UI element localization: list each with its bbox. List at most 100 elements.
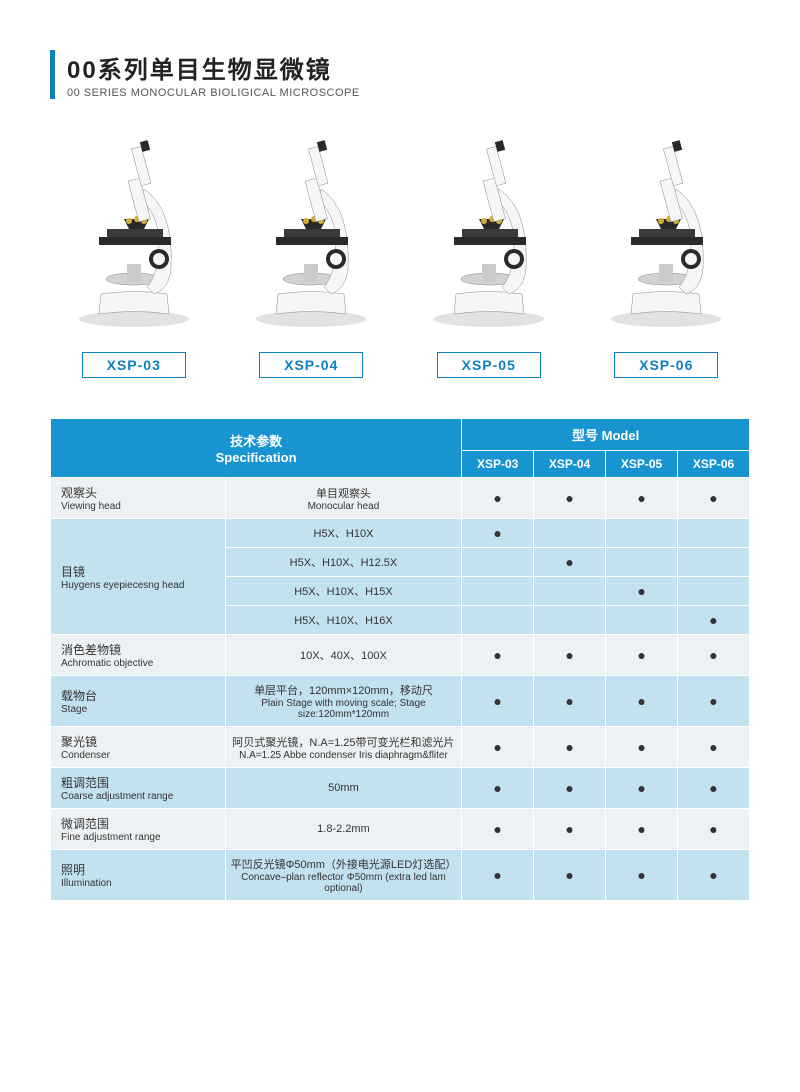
mark-cell: ● [606, 850, 678, 901]
spec-label: 粗调范围Coarse adjustment range [51, 768, 226, 809]
spec-value: 阿贝式聚光镜，N.A=1.25带可变光栏和滤光片N.A=1.25 Abbe co… [225, 727, 461, 768]
spec-value: H5X、H10X、H15X [225, 577, 461, 606]
header-model-en: Model [602, 428, 640, 443]
product-label: XSP-05 [405, 352, 573, 378]
mark-cell: ● [606, 768, 678, 809]
mark-cell: ● [606, 478, 678, 519]
col-model: XSP-06 [678, 451, 750, 478]
mark-cell: ● [678, 635, 750, 676]
spec-label: 消色差物镜Achromatic objective [51, 635, 226, 676]
mark-cell [606, 548, 678, 577]
mark-cell: ● [534, 850, 606, 901]
mark-cell [462, 606, 534, 635]
table-body: 观察头Viewing head单目观察头Monocular head●●●●目镜… [51, 478, 750, 901]
spec-value: H5X、H10X、H12.5X [225, 548, 461, 577]
product-label: XSP-04 [228, 352, 396, 378]
mark-cell: ● [606, 809, 678, 850]
mark-cell: ● [534, 809, 606, 850]
product-label-text: XSP-05 [437, 352, 541, 378]
product-label: XSP-06 [583, 352, 751, 378]
mark-cell: ● [678, 676, 750, 727]
header-spec: 技术参数 Specification [51, 419, 462, 478]
mark-cell: ● [462, 635, 534, 676]
table-row: 聚光镜Condenser阿贝式聚光镜，N.A=1.25带可变光栏和滤光片N.A=… [51, 727, 750, 768]
table-row: 消色差物镜Achromatic objective10X、40X、100X●●●… [51, 635, 750, 676]
mark-cell: ● [678, 727, 750, 768]
header-spec-cn: 技术参数 [230, 434, 282, 449]
table-row: 目镜Huygens eyepiecesng headH5X、H10X● [51, 519, 750, 548]
table-row: 粗调范围Coarse adjustment range50mm●●●● [51, 768, 750, 809]
header-model-cn: 型号 [572, 428, 598, 443]
mark-cell: ● [462, 519, 534, 548]
table-row: 照明Illumination平凹反光镜Φ50mm（外接电光源LED灯选配）Con… [51, 850, 750, 901]
mark-cell: ● [462, 478, 534, 519]
table-row: 观察头Viewing head单目观察头Monocular head●●●● [51, 478, 750, 519]
product-image [405, 129, 573, 334]
product-label-text: XSP-04 [259, 352, 363, 378]
mark-cell: ● [462, 727, 534, 768]
spec-label: 照明Illumination [51, 850, 226, 901]
header-spec-en: Specification [216, 450, 297, 465]
product-images-row [50, 129, 750, 334]
mark-cell: ● [462, 809, 534, 850]
mark-cell: ● [606, 577, 678, 606]
mark-cell [462, 577, 534, 606]
mark-cell [534, 606, 606, 635]
spec-label: 目镜Huygens eyepiecesng head [51, 519, 226, 635]
spec-label: 聚光镜Condenser [51, 727, 226, 768]
mark-cell: ● [534, 768, 606, 809]
mark-cell [606, 606, 678, 635]
table-row: 载物台Stage单层平台，120mm×120mm，移动尺Plain Stage … [51, 676, 750, 727]
mark-cell [606, 519, 678, 548]
product-label-text: XSP-06 [614, 352, 718, 378]
mark-cell [534, 519, 606, 548]
title-en: 00 SERIES MONOCULAR BIOLIGICAL MICROSCOP… [67, 87, 750, 99]
mark-cell: ● [462, 676, 534, 727]
mark-cell [462, 548, 534, 577]
header-model: 型号 Model [462, 419, 750, 451]
mark-cell [678, 577, 750, 606]
mark-cell: ● [678, 478, 750, 519]
spec-value: 单目观察头Monocular head [225, 478, 461, 519]
spec-table: 技术参数 Specification 型号 Model XSP-03 XSP-0… [50, 418, 750, 901]
mark-cell [534, 577, 606, 606]
product-image [583, 129, 751, 334]
mark-cell: ● [534, 548, 606, 577]
title-cn: 00系列单目生物显微镜 [67, 50, 750, 85]
spec-value: 1.8-2.2mm [225, 809, 461, 850]
spec-value: 平凹反光镜Φ50mm（外接电光源LED灯选配）Concave–plan refl… [225, 850, 461, 901]
mark-cell: ● [606, 676, 678, 727]
col-model: XSP-04 [534, 451, 606, 478]
mark-cell: ● [678, 850, 750, 901]
col-model: XSP-05 [606, 451, 678, 478]
spec-value: H5X、H10X、H16X [225, 606, 461, 635]
mark-cell [678, 548, 750, 577]
spec-value: 50mm [225, 768, 461, 809]
title-block: 00系列单目生物显微镜 00 SERIES MONOCULAR BIOLIGIC… [50, 50, 750, 99]
spec-label: 观察头Viewing head [51, 478, 226, 519]
mark-cell: ● [534, 478, 606, 519]
mark-cell: ● [678, 768, 750, 809]
table-row: 微调范围Fine adjustment range1.8-2.2mm●●●● [51, 809, 750, 850]
spec-label: 载物台Stage [51, 676, 226, 727]
product-label-text: XSP-03 [82, 352, 186, 378]
col-model: XSP-03 [462, 451, 534, 478]
spec-label: 微调范围Fine adjustment range [51, 809, 226, 850]
mark-cell: ● [534, 727, 606, 768]
mark-cell: ● [462, 768, 534, 809]
mark-cell: ● [606, 727, 678, 768]
product-image [50, 129, 218, 334]
mark-cell: ● [534, 635, 606, 676]
mark-cell: ● [678, 809, 750, 850]
mark-cell: ● [534, 676, 606, 727]
spec-value: H5X、H10X [225, 519, 461, 548]
spec-value: 单层平台，120mm×120mm，移动尺Plain Stage with mov… [225, 676, 461, 727]
mark-cell: ● [606, 635, 678, 676]
product-label: XSP-03 [50, 352, 218, 378]
product-labels-row: XSP-03 XSP-04 XSP-05 XSP-06 [50, 352, 750, 378]
mark-cell [678, 519, 750, 548]
mark-cell: ● [678, 606, 750, 635]
product-image [228, 129, 396, 334]
spec-value: 10X、40X、100X [225, 635, 461, 676]
mark-cell: ● [462, 850, 534, 901]
